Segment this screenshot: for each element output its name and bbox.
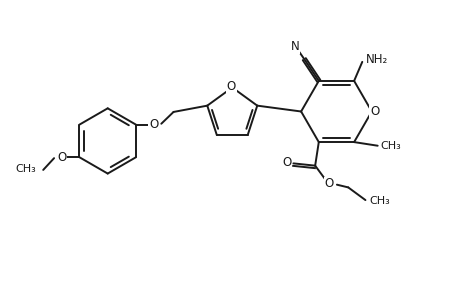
Text: CH₃: CH₃ xyxy=(368,196,389,206)
Text: O: O xyxy=(324,177,333,190)
Text: O: O xyxy=(57,151,66,164)
Text: N: N xyxy=(290,40,299,53)
Text: O: O xyxy=(149,118,158,131)
Text: NH₂: NH₂ xyxy=(365,53,387,66)
Text: O: O xyxy=(282,156,291,170)
Text: CH₃: CH₃ xyxy=(16,164,36,175)
Text: O: O xyxy=(226,80,235,93)
Text: CH₃: CH₃ xyxy=(380,141,400,151)
Text: O: O xyxy=(369,105,378,118)
